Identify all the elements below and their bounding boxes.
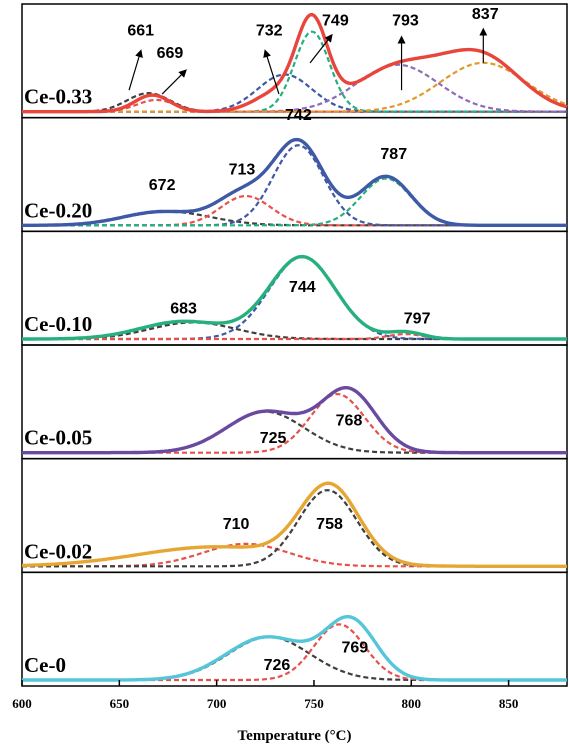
peak-label: 672 — [149, 177, 176, 194]
fit-component-curve — [22, 392, 567, 454]
panel-ce-0-10: Ce-0.10 683 744 797 — [21, 230, 568, 346]
peak-label: 793 — [392, 13, 419, 30]
peak-label: 661 — [127, 22, 154, 39]
panel-ce-0-20: Ce-0.20 672 713 742 787 — [21, 107, 568, 233]
panel-frame — [21, 344, 568, 460]
panel-ce-0-02: Ce-0.02 710 758 — [21, 457, 568, 574]
panel-frame — [21, 116, 568, 233]
peak-label: 837 — [472, 6, 499, 23]
fit-component-curve — [22, 210, 567, 227]
fit-component-curve — [22, 333, 567, 341]
fit-component-curve — [22, 410, 567, 454]
peak-label: 710 — [223, 516, 250, 533]
panel-label: Ce-0.02 — [24, 539, 92, 563]
fit-component-curve — [22, 61, 568, 113]
fit-component-curve — [22, 177, 567, 227]
fit-component-curve — [22, 144, 567, 227]
envelope-curve — [22, 137, 567, 227]
panel-label: Ce-0.20 — [24, 198, 92, 222]
peak-label: 726 — [264, 657, 291, 674]
peak-label: 787 — [380, 146, 407, 163]
peak-arrow — [309, 33, 333, 64]
fit-component-curve — [22, 542, 567, 568]
peak-label: 797 — [404, 310, 431, 327]
x-tick-label: 750 — [304, 696, 324, 711]
panel-label: Ce-0.05 — [24, 426, 92, 450]
peak-label: 768 — [336, 412, 363, 429]
fit-component-curve — [22, 30, 567, 113]
x-tick-label: 800 — [402, 696, 422, 711]
peak-label: 669 — [157, 45, 184, 62]
fit-component-curve — [22, 63, 567, 113]
fit-component-curve — [22, 255, 567, 341]
envelope-curve — [22, 254, 567, 341]
panel-label: Ce-0.33 — [24, 85, 92, 109]
envelope-curve — [22, 12, 568, 114]
peak-arrow — [161, 69, 187, 95]
x-axis-title: Temperature (°C) — [238, 728, 352, 744]
panel-label: Ce-0 — [24, 653, 66, 677]
peak-label: 742 — [285, 107, 312, 124]
peak-label: 683 — [170, 301, 197, 318]
x-tick-label: 650 — [110, 696, 130, 711]
peak-label: 713 — [229, 162, 256, 179]
peak-arrow — [128, 49, 143, 91]
fit-component-curve — [22, 635, 567, 682]
envelope-curve — [22, 615, 567, 682]
peak-label: 732 — [256, 22, 283, 39]
fit-component-curve — [22, 623, 567, 682]
x-tick-label: 700 — [207, 696, 227, 711]
panel-ce-0: Ce-0 726 769 — [21, 571, 568, 687]
envelope-curve — [21, 481, 567, 568]
envelope-curve — [22, 386, 567, 455]
peak-label: 725 — [260, 430, 287, 447]
x-tick-label: 600 — [12, 696, 32, 711]
peak-label: 744 — [289, 279, 316, 296]
peak-arrow — [263, 49, 280, 95]
panel-frame — [21, 571, 568, 687]
peak-label: 769 — [341, 640, 368, 657]
peak-label: 749 — [322, 13, 349, 30]
x-tick-label: 850 — [499, 696, 519, 711]
fit-component-curve — [22, 91, 567, 113]
x-axis: 600 650 700 750 800 850 — [12, 680, 518, 711]
panel-label: Ce-0.10 — [24, 312, 92, 336]
panel-ce-0-05: Ce-0.05 725 768 — [21, 344, 568, 460]
peak-label: 758 — [316, 516, 343, 533]
